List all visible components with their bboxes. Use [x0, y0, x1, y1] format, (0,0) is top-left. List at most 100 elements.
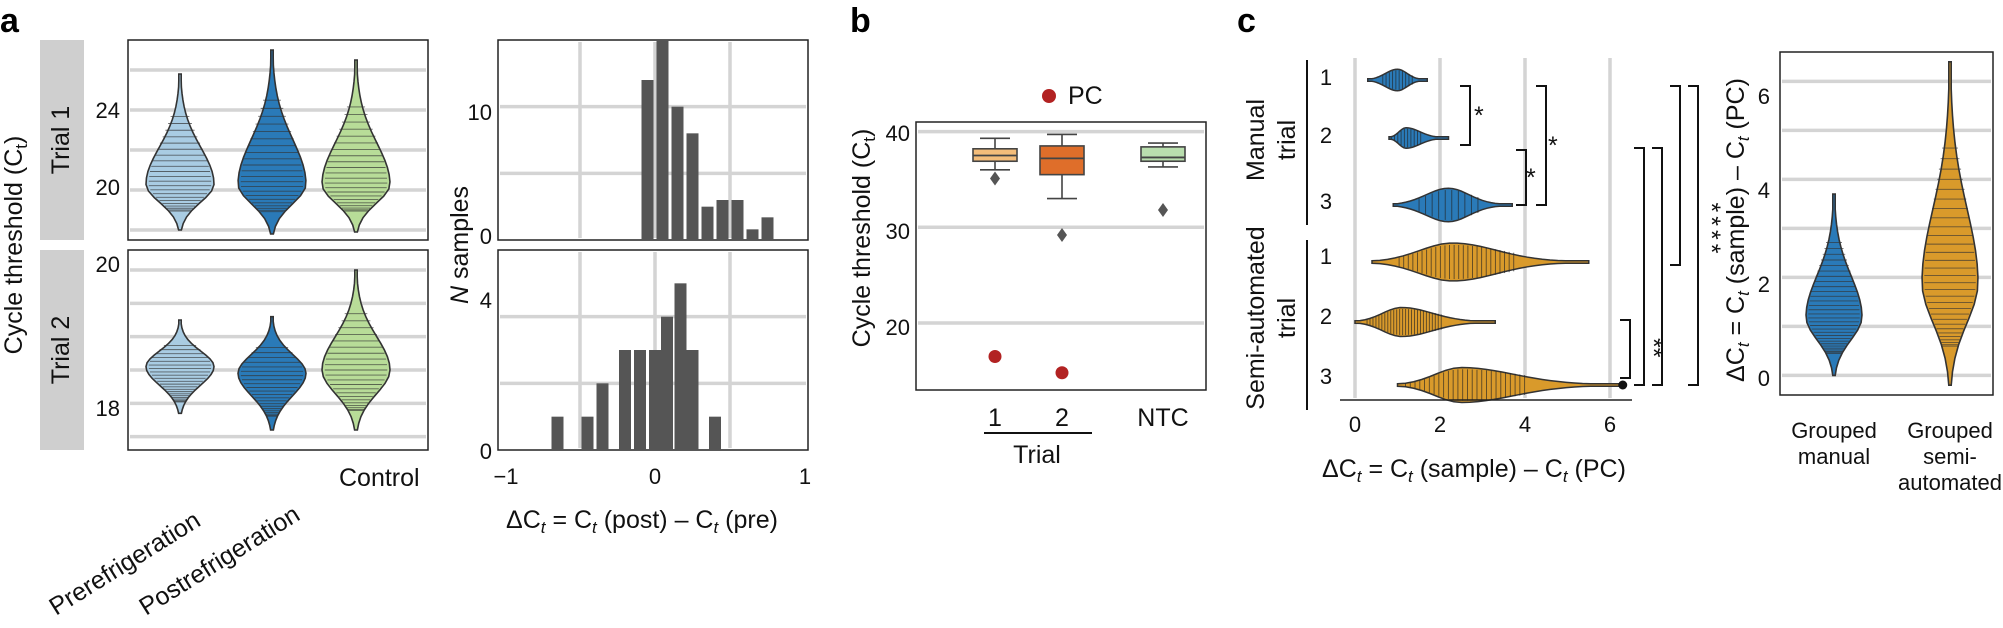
sig-bracket-a	[1634, 147, 1645, 386]
hist-ytick-4: 4	[480, 288, 492, 313]
hist-ytick-0-trial2: 0	[480, 439, 492, 464]
c-group-semi-line1: Semi-automated	[1242, 226, 1270, 409]
b-ytick-20: 20	[886, 315, 910, 340]
b-category-ntc: NTC	[1137, 404, 1188, 432]
hist-bar-trial2	[551, 416, 564, 450]
legend-pc-marker	[1042, 89, 1056, 103]
c-x-axis-label: ΔCt = Ct (sample) – Ct (PC)	[1322, 455, 1626, 486]
sig-bracket-m2-m3	[1516, 149, 1527, 206]
c-row-manual-1: 1	[1320, 65, 1332, 90]
hist-y-axis-label: N samples	[446, 186, 474, 304]
c-group-semi-line2: trial	[1273, 298, 1301, 338]
c-group-manual-line1: Manual	[1242, 99, 1270, 181]
g-ytick-0: 0	[1758, 366, 1770, 391]
significance-brackets	[1460, 85, 1699, 386]
a-ytick-24: 24	[96, 98, 120, 123]
b-group-label: Trial	[1013, 441, 1061, 469]
hist-x-axis-label: ΔCt = Ct (post) – Ct (pre)	[506, 506, 778, 537]
sig-star-4: **	[1639, 338, 1667, 358]
a-ytick-20-trial2: 20	[96, 252, 120, 277]
hist-bar-trial1	[761, 217, 774, 240]
b-y-axis-label: Cycle threshold (Ct)	[848, 129, 879, 348]
hist-xtick-minus1: −1	[493, 464, 518, 489]
g-category-2-line1: Grouped	[1907, 418, 1993, 443]
hist-xtick-1: 1	[799, 464, 811, 489]
b-ytick-30: 30	[886, 219, 910, 244]
c-row-semi-3: 3	[1320, 364, 1332, 389]
category-control: Control	[339, 464, 420, 492]
trial1-strip-label: Trial 1	[47, 106, 75, 175]
g-violin-semi-automated	[1921, 61, 1979, 386]
g-y-axis-label: ΔCt = Ct (sample) – Ct (PC)	[1722, 78, 1753, 382]
c-violin-semi-2	[1354, 306, 1496, 338]
a-ytick-20: 20	[96, 175, 120, 200]
b-ytick-40: 40	[886, 121, 910, 146]
g-category-1-line2: manual	[1798, 444, 1870, 469]
category-postrefrigeration: Postrefrigeration	[134, 500, 304, 621]
panel-label-a: a	[0, 2, 20, 40]
legend-pc-label: PC	[1068, 82, 1103, 110]
sig-bracket-b	[1652, 147, 1663, 386]
box-outlier	[1057, 227, 1067, 242]
category-prerefrigeration: Prerefrigeration	[44, 506, 205, 621]
box-outlier	[1158, 203, 1168, 218]
c-violin-semi-1	[1371, 242, 1590, 282]
box-trial-2	[1039, 145, 1085, 176]
g-ytick-2: 2	[1758, 272, 1770, 297]
a-ytick-18: 18	[96, 396, 120, 421]
g-category-1-line1: Grouped	[1791, 418, 1877, 443]
hist-bar-trial1	[731, 200, 744, 240]
c-violin-manual-3	[1392, 187, 1513, 223]
hist-bar-trial2	[674, 283, 687, 450]
hist-bar-trial2	[634, 350, 646, 450]
hist-xtick-0: 0	[649, 464, 661, 489]
hist-bar-trial1	[701, 206, 714, 240]
hist-bar-trial1	[746, 229, 759, 240]
g-category-2-line3: automated	[1898, 470, 2002, 495]
hist-ytick-0-trial1: 0	[480, 224, 492, 249]
c-row-manual-3: 3	[1320, 189, 1332, 214]
violin-prerefrigeration-trial1	[145, 73, 215, 231]
c-xtick-6: 6	[1604, 412, 1616, 437]
sig-bracket-c	[1670, 85, 1681, 266]
c-xtick-0: 0	[1349, 412, 1361, 437]
box-outlier	[990, 171, 1000, 186]
c-violin-manual-1	[1367, 68, 1428, 92]
hist-bar-trial2	[709, 416, 721, 450]
sig-star-1: *	[1474, 102, 1484, 130]
violin-postrefrigeration-trial2	[237, 315, 307, 431]
g-ytick-4: 4	[1758, 178, 1770, 203]
hist-bar-trial2	[619, 350, 631, 450]
c-xtick-4: 4	[1519, 412, 1531, 437]
panel-label-c: c	[1237, 2, 1256, 40]
hist-bar-trial1	[716, 200, 729, 240]
sig-star-3: *	[1526, 164, 1536, 192]
c-row-manual-2: 2	[1320, 123, 1332, 148]
sig-bracket-d	[1688, 85, 1699, 386]
violin-postrefrigeration-trial1	[237, 49, 307, 235]
c-violin-manual-2	[1388, 126, 1450, 150]
c-row-semi-2: 2	[1320, 304, 1332, 329]
hist-bar-trial2	[661, 316, 673, 450]
b-category-1: 1	[988, 404, 1002, 432]
sig-bracket-m1-m3	[1536, 85, 1547, 206]
trial2-strip-label: Trial 2	[47, 316, 75, 385]
box-trial-ntc	[1140, 146, 1186, 163]
trial1-strip	[40, 40, 84, 240]
hist-ytick-10: 10	[468, 100, 492, 125]
g-ytick-6: 6	[1758, 84, 1770, 109]
c-xtick-2: 2	[1434, 412, 1446, 437]
violin-control-trial1	[321, 59, 391, 233]
hist-bar-trial1	[686, 133, 699, 240]
sig-star-2: *	[1548, 132, 1558, 160]
c-group-manual-line2: trial	[1273, 120, 1301, 160]
hist-bar-trial1	[656, 40, 669, 240]
g-violin-manual	[1805, 193, 1863, 377]
a-y-axis-label: Cycle threshold (Ct)	[0, 136, 31, 355]
c-row-semi-1: 1	[1320, 244, 1332, 269]
violin-prerefrigeration-trial2	[145, 319, 215, 415]
violin-control-trial2	[321, 269, 391, 431]
sig-bracket-s2-s3	[1620, 319, 1631, 379]
hist-bar-trial1	[641, 80, 654, 240]
